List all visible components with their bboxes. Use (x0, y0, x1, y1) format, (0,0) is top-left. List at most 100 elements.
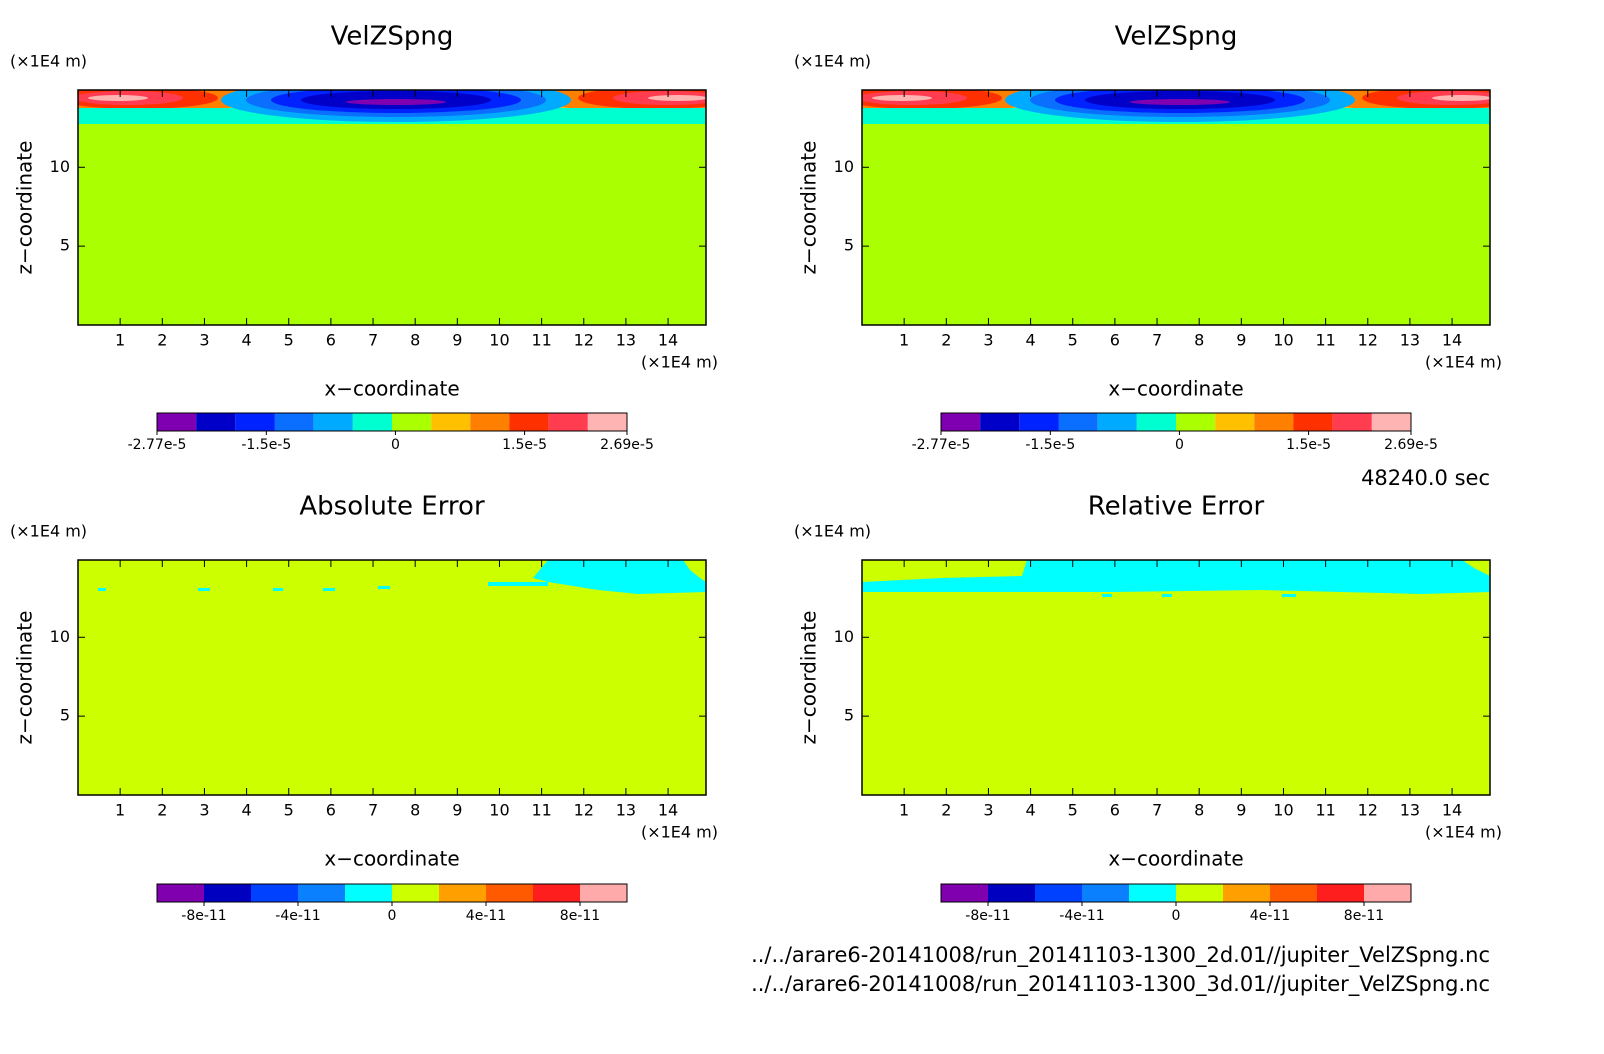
x-tick-label: 3 (199, 801, 209, 820)
x-axis-label: x−coordinate (1108, 847, 1243, 871)
x-tick-label: 3 (199, 331, 209, 350)
colorbar-box (1215, 413, 1255, 431)
colorbar-box (196, 413, 236, 431)
colorbar-box (298, 884, 345, 902)
chart-title: Absolute Error (299, 492, 485, 522)
field-background (862, 90, 1490, 325)
x-tick-label: 3 (983, 801, 993, 820)
field-background (78, 560, 706, 795)
colorbar-box (439, 884, 486, 902)
x-tick-label: 12 (574, 801, 594, 820)
x-tick-label: 3 (983, 331, 993, 350)
colorbar-box (1058, 413, 1098, 431)
colorbar-tick-label: 0 (1172, 908, 1181, 924)
x-tick-label: 10 (489, 331, 509, 350)
contour-region (488, 582, 548, 586)
colorbar-box (1371, 413, 1411, 431)
colorbar-tick-label: 0 (388, 908, 397, 924)
x-tick-label: 4 (1025, 331, 1035, 350)
x-tick-label: 2 (157, 801, 167, 820)
colorbar-box (345, 884, 392, 902)
y-unit: (×1E4 m) (794, 52, 871, 71)
colorbar-tick-label: -8e-11 (181, 908, 226, 924)
x-tick-label: 7 (1152, 331, 1162, 350)
contour-region (1130, 99, 1230, 105)
plot-frame (77, 559, 707, 796)
x-tick-label: 11 (531, 801, 551, 820)
colorbar-box (1223, 884, 1270, 902)
colorbar-box (1129, 884, 1176, 902)
x-tick-label: 2 (941, 801, 951, 820)
y-tick-label: 5 (844, 236, 854, 255)
colorbar-box (941, 413, 981, 431)
contour-region (1162, 594, 1172, 597)
x-axis-label: x−coordinate (324, 377, 459, 401)
x-tick-label: 1 (115, 331, 125, 350)
colorbar-frame (940, 412, 1412, 432)
x-tick-label: 14 (658, 331, 678, 350)
colorbar-tick-label: 2.69e-5 (1384, 437, 1438, 453)
x-tick-label: 4 (1025, 801, 1035, 820)
colorbar-box (533, 884, 580, 902)
colorbar-box (352, 413, 392, 431)
chart-title: VelZSpng (1115, 22, 1238, 52)
colorbar-box (1293, 413, 1333, 431)
x-tick-label: 1 (115, 801, 125, 820)
colorbar-frame (156, 412, 628, 432)
contour-field (78, 90, 706, 325)
y-axis-label: z−coordinate (797, 611, 821, 745)
colorbar-box (1019, 413, 1059, 431)
colorbar-box (251, 884, 298, 902)
x-tick-label: 7 (1152, 801, 1162, 820)
colorbar-box (1270, 884, 1317, 902)
x-tick-label: 11 (1315, 801, 1335, 820)
x-tick-label: 10 (489, 801, 509, 820)
y-axis-label: z−coordinate (13, 141, 37, 275)
x-tick-label: 9 (452, 331, 462, 350)
plot-frame (77, 89, 707, 326)
plot-frame (861, 559, 1491, 796)
colorbar-box (392, 413, 432, 431)
y-tick-label: 5 (60, 236, 70, 255)
colorbar-box (1136, 413, 1176, 431)
colorbar-box (548, 413, 588, 431)
contour-region (648, 95, 706, 101)
x-tick-label: 6 (326, 331, 336, 350)
x-tick-label: 5 (1068, 331, 1078, 350)
contour-region (862, 560, 1490, 594)
colorbar-box (587, 413, 627, 431)
colorbar-box (470, 413, 510, 431)
contour-field (862, 90, 1490, 325)
x-tick-label: 8 (1194, 801, 1204, 820)
colorbar-box (941, 884, 988, 902)
colorbar-box (1317, 884, 1364, 902)
x-tick-label: 14 (1442, 801, 1462, 820)
y-axis-label: z−coordinate (797, 141, 821, 275)
colorbar-tick-label: -4e-11 (275, 908, 320, 924)
x-tick-label: 11 (1315, 331, 1335, 350)
x-tick-label: 5 (1068, 801, 1078, 820)
contour-region (1432, 95, 1490, 101)
colorbar-tick-label: 0 (391, 437, 400, 453)
y-unit: (×1E4 m) (10, 52, 87, 71)
colorbar-tick-label: 4e-11 (1250, 908, 1290, 924)
x-tick-label: 1 (899, 801, 909, 820)
x-tick-label: 14 (1442, 331, 1462, 350)
colorbar-box (1082, 884, 1129, 902)
colorbar-box (1097, 413, 1137, 431)
y-tick-label: 5 (60, 706, 70, 725)
x-tick-label: 7 (368, 801, 378, 820)
contour-region (1102, 594, 1112, 597)
colorbar-box (1332, 413, 1372, 431)
colorbar-box (1254, 413, 1294, 431)
colorbar-tick-label: -2.77e-5 (128, 437, 187, 453)
colorbar-tick-label: -1.5e-5 (241, 437, 291, 453)
time-label: 48240.0 sec (1361, 466, 1490, 490)
x-tick-label: 12 (574, 331, 594, 350)
colorbar-box (988, 884, 1035, 902)
x-tick-label: 5 (284, 331, 294, 350)
x-tick-label: 9 (1236, 801, 1246, 820)
colorbar-tick-label: 1.5e-5 (1286, 437, 1331, 453)
x-tick-label: 13 (616, 801, 636, 820)
